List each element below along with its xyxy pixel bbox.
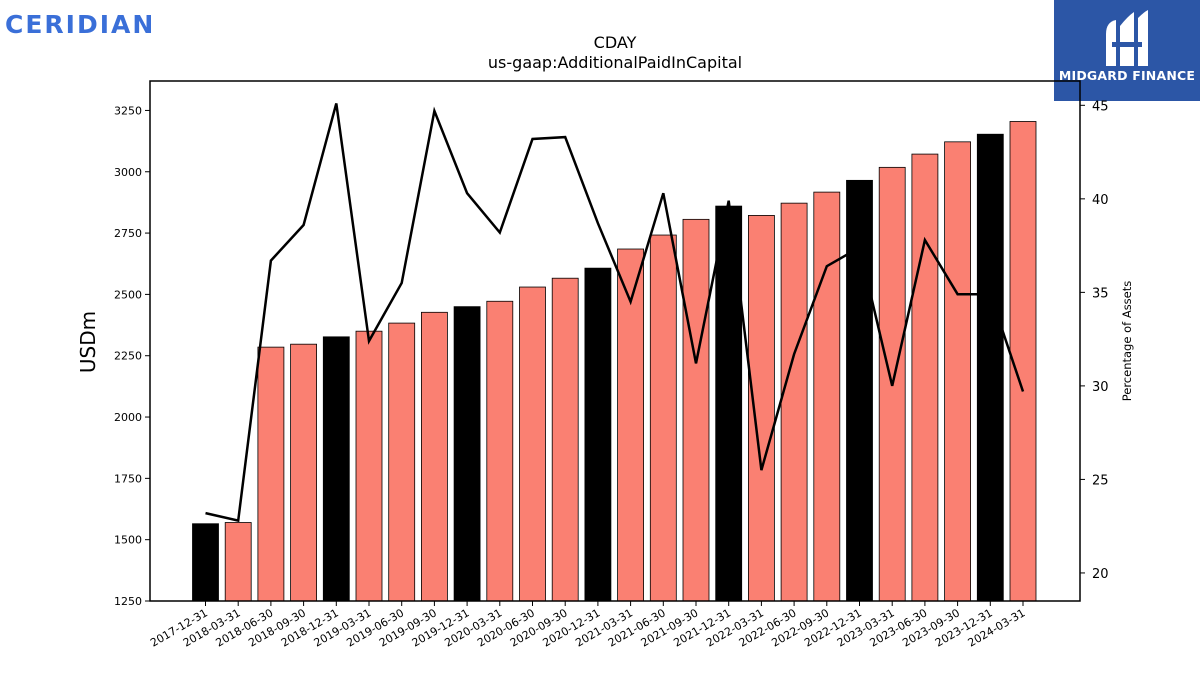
bar-2019-06-30 (388, 322, 416, 602)
bar-2018-09-30 (290, 343, 318, 602)
y-axis-label: USDm (76, 311, 100, 373)
plot-frame (149, 80, 1081, 602)
bar-2019-12-31 (453, 306, 481, 602)
bar-2019-03-31 (355, 330, 383, 602)
ceridian-logo: CERIDIAN (5, 10, 156, 39)
bar-2022-06-30 (780, 202, 808, 602)
chart-title: CDAY (594, 33, 637, 52)
bar-2022-03-31 (748, 215, 775, 602)
y-tick-label: 2250 (114, 350, 142, 363)
bar-2020-09-30 (551, 277, 579, 602)
bar-2023-09-30 (944, 141, 971, 602)
chart-subtitle: us-gaap:AdditionalPaidInCapital (488, 53, 742, 72)
bar-2021-09-30 (682, 218, 710, 602)
bar-series (192, 121, 1037, 602)
bar-2021-06-30 (649, 234, 677, 602)
midgard-logo-text: MIDGARD FINANCE (1058, 68, 1196, 83)
bar-2022-09-30 (813, 191, 841, 602)
y2-tick-label: 40 (1092, 193, 1109, 208)
y-tick-label: 2750 (114, 227, 142, 240)
midgard-finance-logo: MIDGARD FINANCE (1054, 0, 1200, 101)
y-tick-label: 1750 (114, 472, 142, 485)
bar-2019-09-30 (420, 311, 448, 602)
y-tick-label: 2500 (114, 288, 142, 301)
bar-2018-03-31 (224, 522, 252, 602)
bar-2020-06-30 (519, 286, 546, 602)
bar-2020-12-31 (584, 267, 612, 602)
y2-tick-label: 30 (1092, 380, 1109, 395)
bar-2020-03-31 (486, 300, 514, 602)
line-series (205, 103, 1025, 523)
y2-tick-label: 45 (1092, 99, 1109, 114)
bar-2023-06-30 (911, 153, 939, 602)
bar-2021-03-31 (617, 248, 644, 602)
y2-axis-label: Percentage of Assets (1120, 281, 1134, 402)
y-tick-label: 2000 (114, 411, 142, 424)
midgard-logo-icon (1106, 10, 1148, 66)
y-tick-label: 1500 (114, 534, 142, 547)
bar-2022-12-31 (846, 179, 873, 602)
y2-tick-label: 25 (1092, 473, 1109, 488)
bar-2018-12-31 (322, 336, 350, 602)
y-tick-label: 1250 (114, 595, 142, 608)
bar-2017-12-31 (192, 523, 219, 602)
bar-2018-06-30 (257, 346, 285, 602)
y2-tick-label: 35 (1092, 286, 1109, 301)
y-tick-label: 3000 (114, 166, 142, 179)
y-tick-label: 3250 (114, 104, 142, 117)
percentage-line (205, 103, 1025, 523)
y2-tick-label: 20 (1092, 567, 1109, 582)
bar-2023-12-31 (976, 133, 1004, 602)
